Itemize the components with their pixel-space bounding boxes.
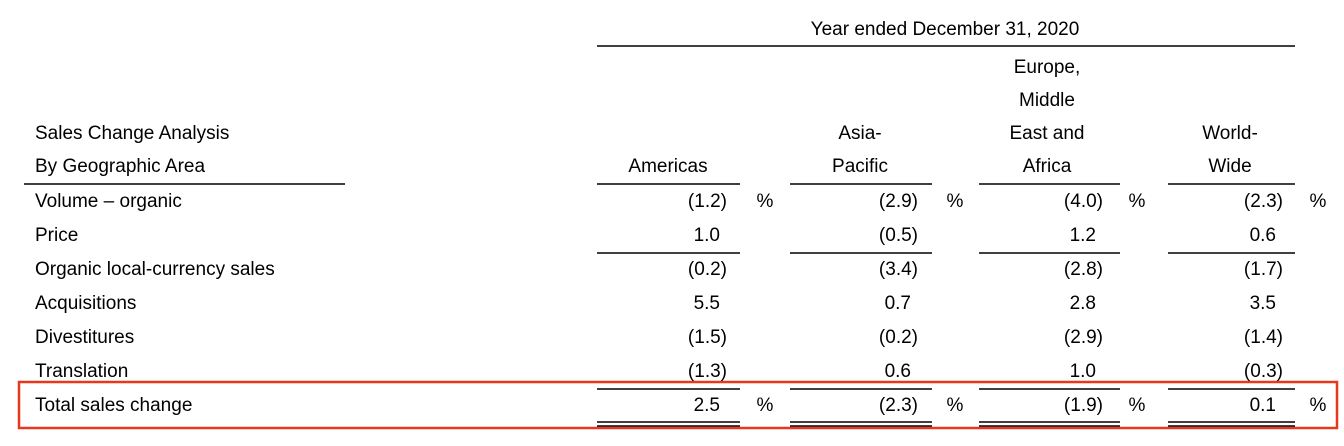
row-label: Divestitures: [35, 327, 134, 348]
cell-unit: %: [757, 191, 774, 212]
cell-unit: %: [1129, 191, 1146, 212]
cell-value: 0.6: [1250, 225, 1276, 246]
cell-value: (0.3): [1244, 361, 1283, 382]
cell-value: (1.4): [1244, 327, 1283, 348]
cell-value: (2.8): [1064, 259, 1103, 280]
cell-value: (0.2): [688, 259, 727, 280]
column-header: Middle: [1019, 90, 1075, 111]
cell-value: 0.6: [885, 361, 911, 382]
row-header: Sales Change Analysis: [35, 123, 229, 144]
cell-value: (2.3): [1244, 191, 1283, 212]
cell-value: 1.0: [694, 225, 720, 246]
cell-value: 3.5: [1250, 293, 1276, 314]
cell-value: (2.9): [879, 191, 918, 212]
column-header: Asia-: [838, 123, 881, 144]
cell-value: (1.9): [1064, 395, 1103, 416]
cell-unit: %: [1129, 395, 1146, 416]
column-header: Wide: [1208, 156, 1251, 177]
column-header: Pacific: [832, 156, 888, 177]
cell-value: 2.8: [1070, 293, 1096, 314]
cell-value: (0.2): [879, 327, 918, 348]
cell-value: (3.4): [879, 259, 918, 280]
row-label: Organic local-currency sales: [35, 259, 275, 280]
cell-value: (4.0): [1064, 191, 1103, 212]
cell-unit: %: [947, 191, 964, 212]
cell-value: 2.5: [694, 395, 720, 416]
cell-value: 0.7: [885, 293, 911, 314]
row-label: Price: [35, 225, 78, 246]
cell-value: (1.5): [688, 327, 727, 348]
column-header: World-: [1202, 123, 1258, 144]
column-header: Americas: [628, 156, 707, 177]
cell-value: (0.5): [879, 225, 918, 246]
cell-value: (1.7): [1244, 259, 1283, 280]
cell-value: 1.0: [1070, 361, 1096, 382]
cell-value: (2.9): [1064, 327, 1103, 348]
cell-value: (2.3): [879, 395, 918, 416]
cell-value: (1.2): [688, 191, 727, 212]
cell-value: 0.1: [1250, 395, 1276, 416]
cell-unit: %: [1310, 395, 1327, 416]
row-label: Volume – organic: [35, 191, 182, 212]
column-header: Europe,: [1014, 57, 1081, 78]
column-header: Africa: [1023, 156, 1072, 177]
row-label: Acquisitions: [35, 293, 136, 314]
cell-value: 5.5: [694, 293, 720, 314]
cell-unit: %: [757, 395, 774, 416]
cell-value: (1.3): [688, 361, 727, 382]
cell-unit: %: [947, 395, 964, 416]
row-label: Translation: [35, 361, 128, 382]
cell-value: 1.2: [1070, 225, 1096, 246]
column-header: East and: [1010, 123, 1085, 144]
period-header: Year ended December 31, 2020: [811, 19, 1080, 40]
cell-unit: %: [1310, 191, 1327, 212]
row-header: By Geographic Area: [35, 156, 205, 177]
row-label: Total sales change: [35, 395, 192, 416]
highlight-box: [17, 380, 1339, 430]
